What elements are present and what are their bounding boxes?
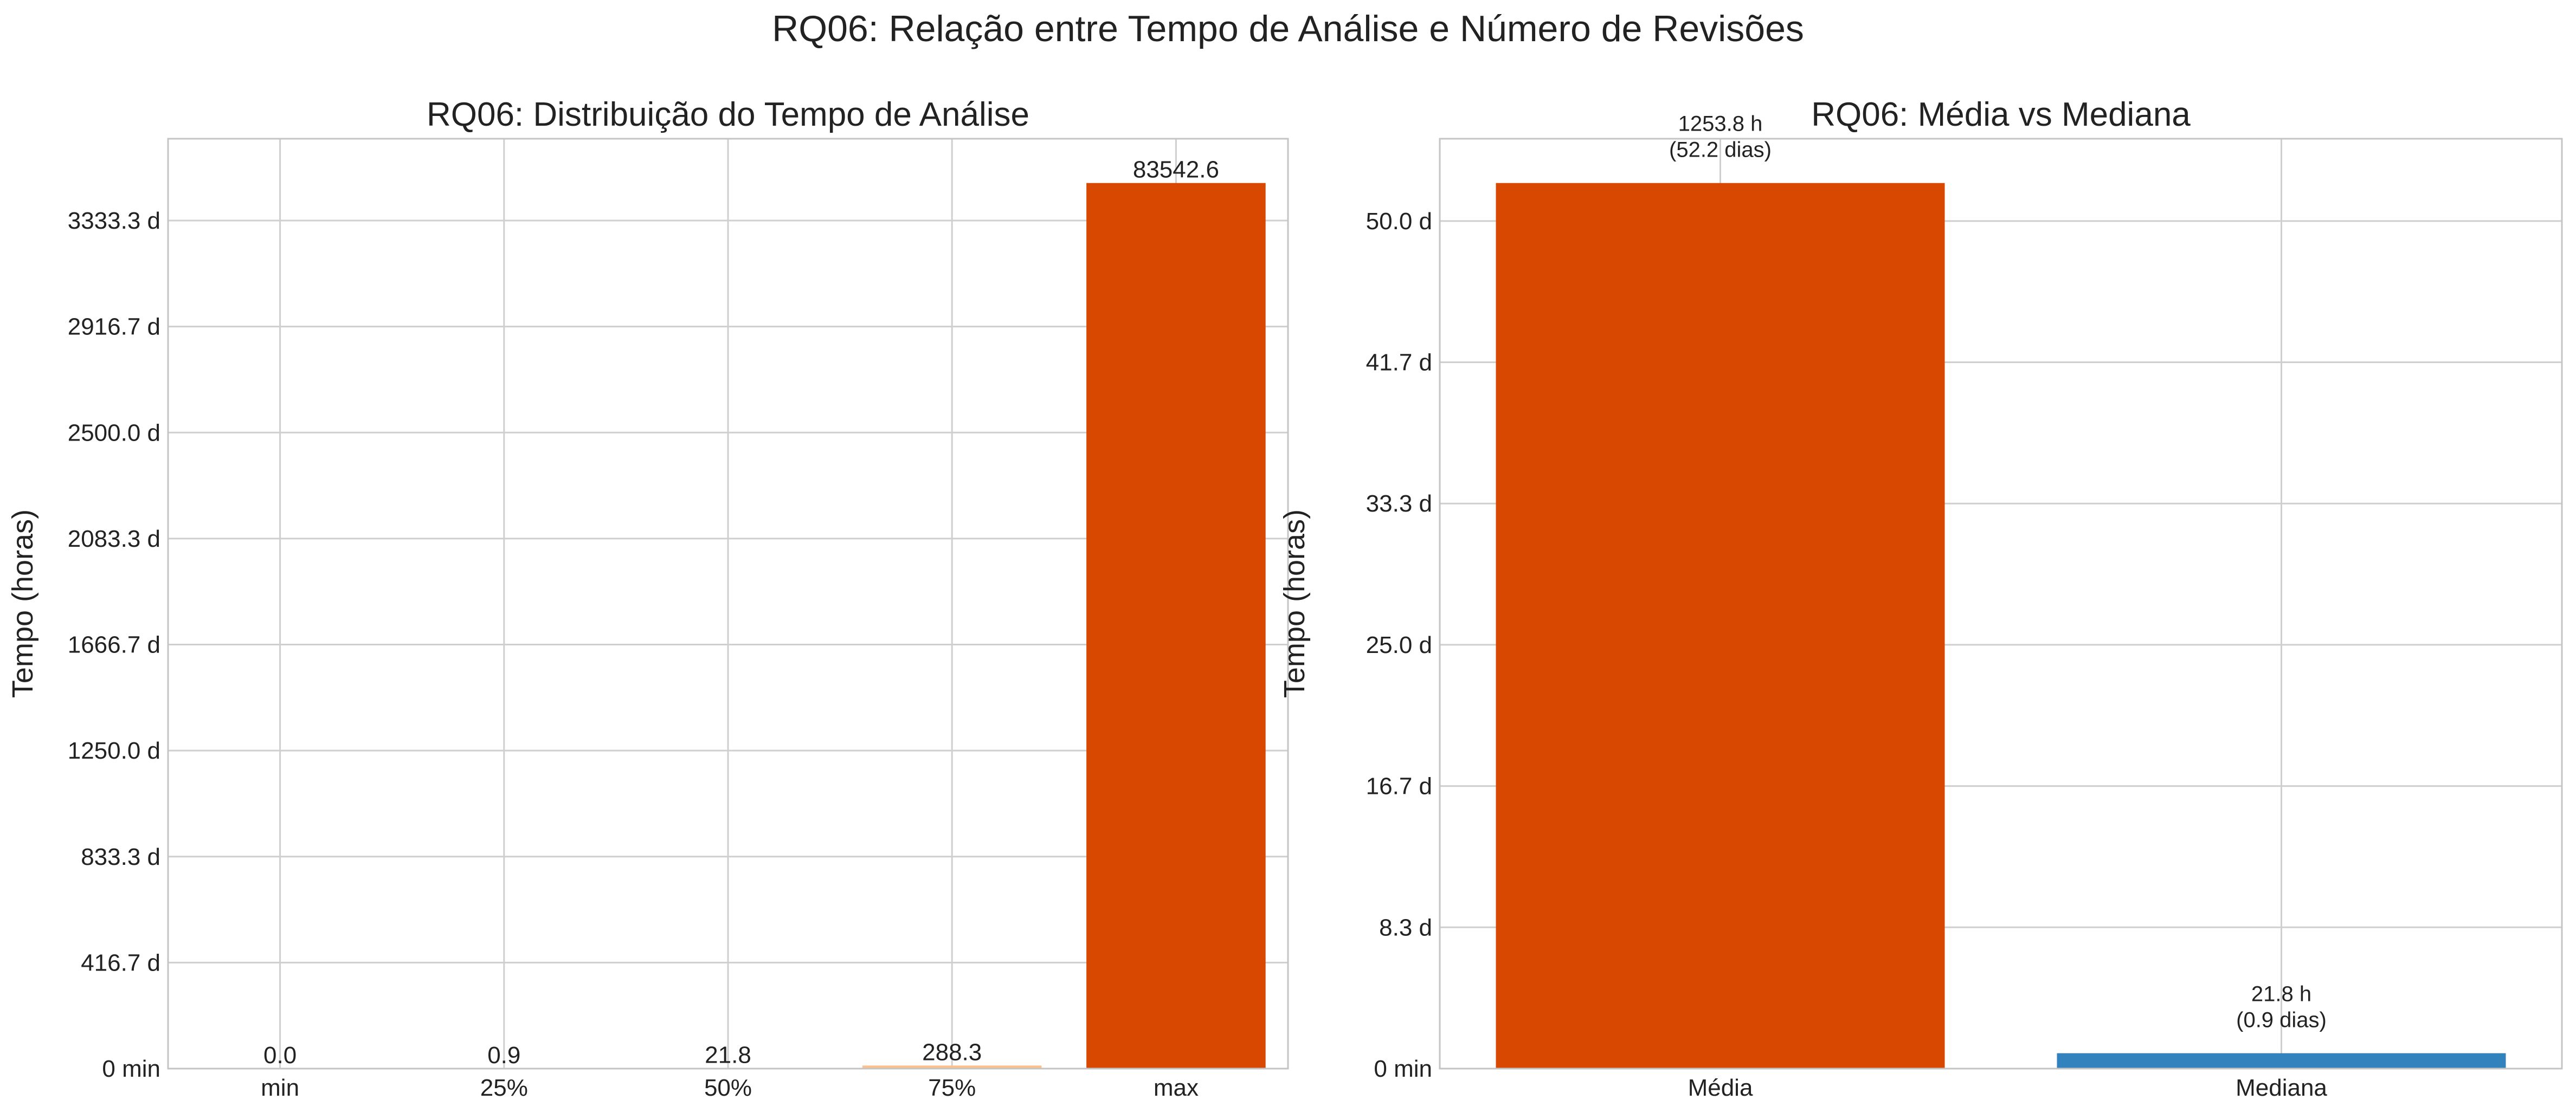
data-label: 21.8 h — [2251, 982, 2311, 1006]
subplot-title: RQ06: Distribuição do Tempo de Análise — [427, 96, 1029, 133]
figure-title: RQ06: Relação entre Tempo de Análise e N… — [772, 8, 1804, 49]
y-tick-label: 50.0 d — [1366, 208, 1432, 235]
y-tick-label: 833.3 d — [81, 844, 160, 870]
bar-Mediana — [2057, 1053, 2506, 1069]
x-tick-label: 50% — [704, 1075, 752, 1101]
y-tick-label: 416.7 d — [81, 949, 160, 976]
mean-vs-median-chart: 0 min 8.3 d 16.7 d 25.0 d 33.3 d 41.7 d 50.0 d… — [1278, 96, 2563, 1101]
y-tick-label: 3333.3 d — [68, 208, 160, 234]
data-label: 21.8 — [705, 1042, 751, 1069]
data-label: (0.9 dias) — [2236, 1008, 2327, 1032]
y-tick-label: 2083.3 d — [68, 526, 160, 552]
plot-frame — [1439, 138, 2563, 1070]
x-tick-label: max — [1154, 1075, 1199, 1101]
y-tick-label: 2916.7 d — [68, 314, 160, 340]
data-label: (52.2 dias) — [1669, 138, 1772, 162]
y-tick-label: 8.3 d — [1379, 914, 1432, 941]
data-label: 0.9 — [487, 1042, 520, 1069]
data-label: 0.0 — [263, 1042, 297, 1069]
data-label: 288.3 — [922, 1039, 982, 1065]
subplot-title: RQ06: Média vs Mediana — [1811, 96, 2191, 133]
bar-max — [1086, 183, 1266, 1069]
x-tick-label: Média — [1688, 1075, 1753, 1101]
y-tick-label: 2500.0 d — [68, 419, 160, 446]
plot-frame — [167, 138, 1289, 1070]
y-axis-title: Tempo (horas) — [7, 509, 39, 698]
y-tick-label: 41.7 d — [1366, 350, 1432, 376]
data-label: 1253.8 h — [1678, 112, 1763, 136]
x-tick-label: 75% — [928, 1075, 976, 1101]
distribution-chart: 0 min 416.7 d 833.3 d 1250.0 d 1666.7 d 2083.… — [7, 96, 1289, 1101]
y-tick-label: 1250.0 d — [68, 738, 160, 764]
y-tick-label: 25.0 d — [1366, 632, 1432, 658]
y-axis-title: Tempo (horas) — [1278, 509, 1311, 698]
x-tick-label: min — [261, 1075, 299, 1101]
bar-75% — [862, 1065, 1042, 1069]
y-tick-label: 33.3 d — [1366, 490, 1432, 517]
y-tick-label: 1666.7 d — [68, 632, 160, 658]
y-tick-label: 0 min — [1374, 1056, 1432, 1082]
x-tick-label: 25% — [480, 1075, 528, 1101]
x-tick-label: Mediana — [2236, 1075, 2327, 1101]
y-tick-label: 0 min — [102, 1056, 160, 1082]
data-label: 83542.6 — [1133, 157, 1219, 183]
y-tick-label: 16.7 d — [1366, 773, 1432, 800]
bar-Média — [1496, 183, 1945, 1069]
